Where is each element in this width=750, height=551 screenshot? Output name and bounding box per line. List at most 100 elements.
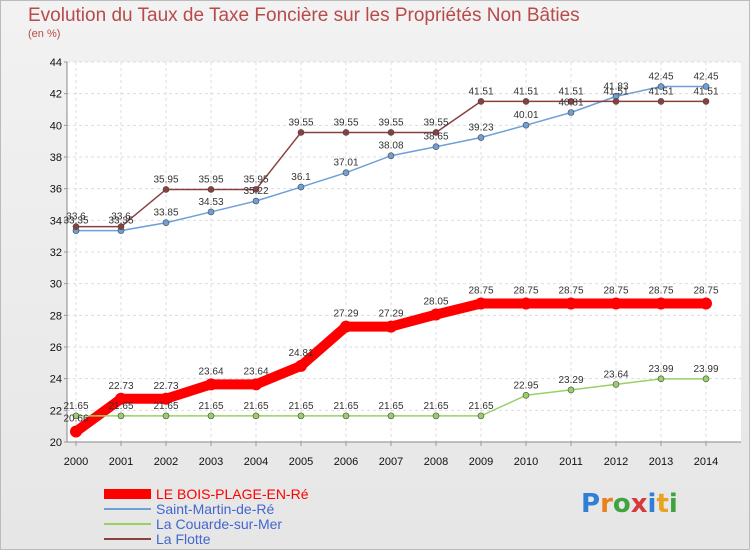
data-label: 33.85 (153, 208, 178, 219)
logo-letter: t (656, 489, 669, 519)
chart-subtitle: (en %) (28, 28, 61, 40)
data-point (432, 412, 440, 420)
x-tick-label: 2012 (604, 456, 628, 468)
data-point (297, 412, 305, 420)
data-point (657, 98, 665, 105)
data-point (115, 392, 127, 405)
data-point (655, 297, 667, 310)
data-point (702, 98, 710, 105)
data-label: 22.95 (513, 380, 538, 391)
data-point (117, 223, 125, 230)
data-label: 40.81 (558, 98, 583, 109)
data-label: 41.51 (603, 86, 628, 97)
data-label: 39.23 (468, 123, 493, 134)
x-tick-label: 2014 (694, 456, 718, 468)
x-tick-label: 2011 (559, 456, 583, 468)
data-label: 28.75 (558, 285, 583, 296)
data-label: 21.65 (288, 401, 313, 412)
y-tick-label: 34 (50, 215, 62, 227)
data-label: 33.35 (63, 216, 88, 227)
data-label: 41.83 (603, 81, 628, 92)
data-point (342, 169, 350, 176)
y-tick-label: 22 (50, 405, 62, 417)
y-tick-label: 44 (50, 57, 62, 69)
data-point (342, 129, 350, 136)
data-point (700, 297, 712, 310)
data-label: 20.66 (63, 414, 88, 425)
data-label: 35.95 (153, 174, 178, 185)
data-label: 23.29 (558, 375, 583, 386)
data-point (70, 425, 82, 438)
y-tick-label: 40 (50, 120, 62, 132)
data-label: 41.51 (693, 86, 718, 97)
data-label: 39.55 (288, 117, 313, 128)
data-point (72, 412, 80, 420)
logo-letter: i (668, 489, 678, 519)
data-point (252, 412, 260, 420)
logo-letter: P (581, 489, 601, 519)
legend-label: La Flotte (156, 531, 211, 547)
data-label: 42.45 (693, 72, 718, 83)
data-point (387, 412, 395, 420)
data-point (297, 183, 305, 191)
data-point (522, 98, 530, 105)
x-tick-label: 2001 (109, 456, 133, 468)
data-point (612, 381, 620, 388)
data-label: 28.75 (693, 285, 718, 296)
data-point (475, 297, 487, 310)
x-tick-label: 2003 (199, 456, 223, 468)
data-label: 33.6 (111, 212, 131, 223)
data-label: 33.6 (66, 212, 86, 223)
data-label: 41.51 (468, 86, 493, 97)
x-tick-label: 2013 (649, 456, 673, 468)
data-point (610, 297, 622, 310)
data-label: 35.95 (198, 174, 223, 185)
data-label: 28.75 (603, 285, 628, 296)
data-label: 37.01 (333, 158, 358, 169)
data-label: 41.51 (513, 86, 538, 97)
data-label: 23.64 (243, 366, 268, 377)
data-label: 21.65 (423, 401, 448, 412)
proxiti-logo: Proxiti (581, 489, 678, 519)
legend-label: Saint-Martin-de-Ré (156, 501, 274, 517)
data-point (657, 375, 665, 383)
data-point (252, 197, 260, 205)
x-tick-label: 2007 (379, 456, 403, 468)
y-tick-label: 20 (50, 437, 62, 449)
data-point (162, 412, 170, 420)
data-label: 24.81 (288, 348, 313, 359)
data-point (522, 121, 530, 129)
data-label: 21.65 (108, 401, 133, 412)
data-label: 38.08 (378, 141, 403, 152)
data-point (430, 308, 442, 321)
data-label: 39.55 (333, 117, 358, 128)
data-point (160, 392, 172, 405)
data-label: 35.22 (243, 186, 268, 197)
data-point (432, 143, 440, 151)
y-tick-label: 32 (50, 247, 62, 259)
logo-letter: o (612, 489, 631, 519)
data-point (162, 219, 170, 227)
logo-letter: r (600, 489, 613, 519)
legend: LE BOIS-PLAGE-EN-RéSaint-Martin-de-RéLa … (104, 486, 309, 547)
data-label: 40.01 (513, 110, 538, 121)
x-tick-label: 2009 (469, 456, 493, 468)
y-tick-label: 24 (50, 374, 62, 386)
data-label: 39.55 (378, 117, 403, 128)
data-label: 23.64 (603, 369, 628, 380)
data-label: 23.99 (648, 364, 673, 375)
data-label: 28.75 (468, 285, 493, 296)
data-label: 28.75 (648, 285, 673, 296)
data-label: 22.73 (153, 381, 178, 392)
data-point (477, 134, 485, 141)
data-point (297, 129, 305, 136)
data-point (340, 320, 352, 333)
y-tick-label: 38 (50, 152, 62, 164)
data-point (387, 152, 395, 160)
logo-letter: x (630, 489, 648, 519)
data-point (387, 129, 395, 136)
data-label: 21.65 (63, 401, 88, 412)
data-label: 35.95 (243, 174, 268, 185)
logo-letter: i (647, 489, 657, 519)
